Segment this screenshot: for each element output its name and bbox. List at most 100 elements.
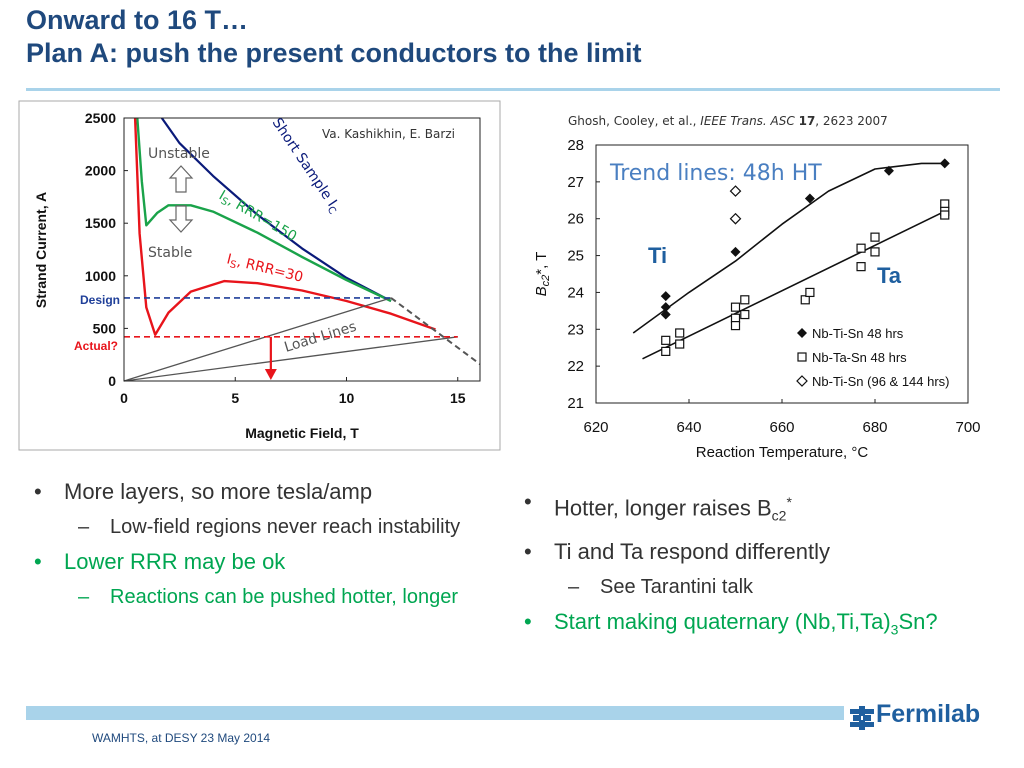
data-point	[939, 158, 950, 169]
left-plot-area	[123, 117, 481, 382]
bullet-ti-ta: Ti and Ta respond differently	[520, 538, 1000, 566]
data-point	[660, 309, 671, 320]
left-y-tick-label: 0	[108, 373, 116, 389]
fermilab-logo: Fermilab	[850, 696, 1010, 736]
left-lines	[123, 117, 481, 382]
load-line-extension	[390, 297, 481, 365]
data-point	[883, 165, 894, 176]
left-x-tick-label: 10	[339, 390, 355, 406]
legend-marker	[797, 352, 807, 362]
right-trend-lines	[632, 162, 946, 360]
data-point	[870, 247, 880, 257]
bullet-hotter-longer: Hotter, longer raises Bc2*	[520, 488, 1000, 530]
right-y-tick-label: 22	[567, 358, 584, 375]
data-point	[730, 321, 741, 331]
right-x-axis-label: Reaction Temperature, °C	[696, 444, 869, 461]
trend-line-2	[642, 210, 946, 360]
left-y-tick-label: 2000	[85, 163, 116, 179]
actual-label: Actual?	[74, 339, 118, 353]
right-figure: Ghosh, Cooley, et al., IEEE Trans. ASC 1…	[533, 114, 981, 461]
right-ticks: 620 640 660 680 700 21 22 23 24 25 26 27 28	[567, 137, 980, 436]
bullet-more-layers: More layers, so more tesla/amp	[30, 478, 500, 506]
data-point	[805, 287, 815, 298]
left-bullet-list: More layers, so more tesla/amp Low-field…	[30, 478, 500, 618]
bullet-quaternary: Start making quaternary (Nb,Ti,Ta)3Sn?	[520, 608, 1000, 643]
fermilab-logo-icon	[850, 706, 874, 730]
fermilab-logo-text: Fermilab	[876, 700, 981, 728]
left-x-axis-label: Magnetic Field, T	[245, 425, 359, 441]
left-credit-text: Va. Kashikhin, E. Barzi	[322, 127, 455, 141]
stable-label: Stable	[148, 245, 192, 261]
data-point	[675, 339, 685, 349]
data-point	[660, 302, 671, 313]
data-point	[675, 328, 685, 338]
design-label: Design	[80, 293, 120, 307]
data-point	[661, 335, 671, 345]
left-figure: 0 5 10 15 0 500 1000 1500 2000 2500 Design Va. Ka…	[18, 100, 501, 451]
data-point	[730, 302, 741, 312]
bullet-low-field: Low-field regions never reach instabilit…	[30, 514, 500, 540]
rrr30-curve	[133, 117, 436, 336]
right-y-tick-label: 26	[567, 211, 584, 228]
data-point	[740, 295, 750, 305]
data-point	[660, 291, 671, 302]
data-point	[729, 212, 742, 225]
right-plot-area	[595, 144, 969, 404]
legend-label: Nb-Ta-Sn 48 hrs	[812, 350, 907, 365]
slide-title: Onward to 16 T… Plan A: push the present…	[26, 4, 642, 70]
left-x-tick-label: 15	[450, 390, 466, 406]
short-sample-curve	[160, 117, 392, 302]
right-x-tick-label: 660	[769, 419, 794, 436]
unstable-label: Unstable	[148, 146, 210, 162]
right-y-tick-label: 28	[567, 137, 584, 154]
right-x-tick-label: 680	[862, 419, 887, 436]
trend-line-1	[632, 162, 945, 334]
left-x-tick-label: 5	[231, 390, 239, 406]
left-y-tick-label: 2500	[85, 110, 116, 126]
legend-marker	[797, 328, 807, 338]
right-x-tick-label: 620	[583, 419, 608, 436]
data-point	[800, 295, 810, 305]
data-point	[940, 210, 950, 220]
footer-text: WAMHTS, at DESY 23 May 2014	[92, 731, 271, 745]
legend-label: Nb-Ti-Sn 48 hrs	[812, 326, 904, 341]
right-y-tick-label: 23	[567, 321, 584, 338]
title-line-2: Plan A: push the present conductors to t…	[26, 38, 642, 68]
down-arrow-icon	[168, 205, 194, 233]
left-y-tick-label: 1500	[85, 215, 116, 231]
legend-marker	[796, 375, 808, 387]
data-point	[740, 309, 750, 320]
trend-lines-label: Trend lines: 48h HT	[609, 161, 822, 186]
data-point	[870, 232, 880, 242]
data-point	[729, 185, 742, 197]
title-line-1: Onward to 16 T…	[26, 5, 249, 35]
bullet-lower-rrr: Lower RRR may be ok	[30, 548, 500, 576]
actual-arrow-head-icon	[264, 369, 277, 380]
right-y-tick-label: 25	[567, 248, 584, 265]
data-point	[856, 243, 866, 253]
title-rule	[26, 88, 1000, 91]
right-x-tick-label: 700	[955, 419, 980, 436]
right-y-tick-label: 21	[567, 395, 584, 412]
right-legend: Nb-Ti-Sn 48 hrs Nb-Ta-Sn 48 hrs Nb-Ti-Sn (…	[796, 326, 950, 389]
bullet-tarantini: See Tarantini talk	[520, 574, 1000, 600]
left-y-tick-label: 500	[93, 320, 117, 336]
right-y-tick-label: 27	[567, 174, 584, 191]
bullet-reactions-hotter: Reactions can be pushed hotter, longer	[30, 584, 500, 610]
rrr150-curve	[136, 117, 392, 303]
load-line-2	[123, 336, 458, 382]
right-y-axis-label: Bc2*, T	[533, 252, 552, 297]
right-points	[660, 158, 950, 356]
data-point	[661, 346, 671, 356]
right-bullet-list: Hotter, longer raises Bc2* Ti and Ta res…	[520, 488, 1000, 651]
ta-label: Ta	[877, 263, 902, 288]
up-arrow-icon	[168, 165, 194, 193]
right-x-tick-label: 640	[676, 419, 701, 436]
left-figure-frame	[18, 100, 501, 451]
left-ticks: 0 5 10 15 0 500 1000 1500 2000 2500	[85, 110, 466, 406]
right-citation: Ghosh, Cooley, et al., IEEE Trans. ASC 1…	[568, 114, 888, 128]
data-point	[856, 262, 866, 272]
right-y-tick-label: 24	[567, 284, 584, 301]
load-line-1	[123, 297, 392, 382]
data-point	[804, 193, 815, 204]
